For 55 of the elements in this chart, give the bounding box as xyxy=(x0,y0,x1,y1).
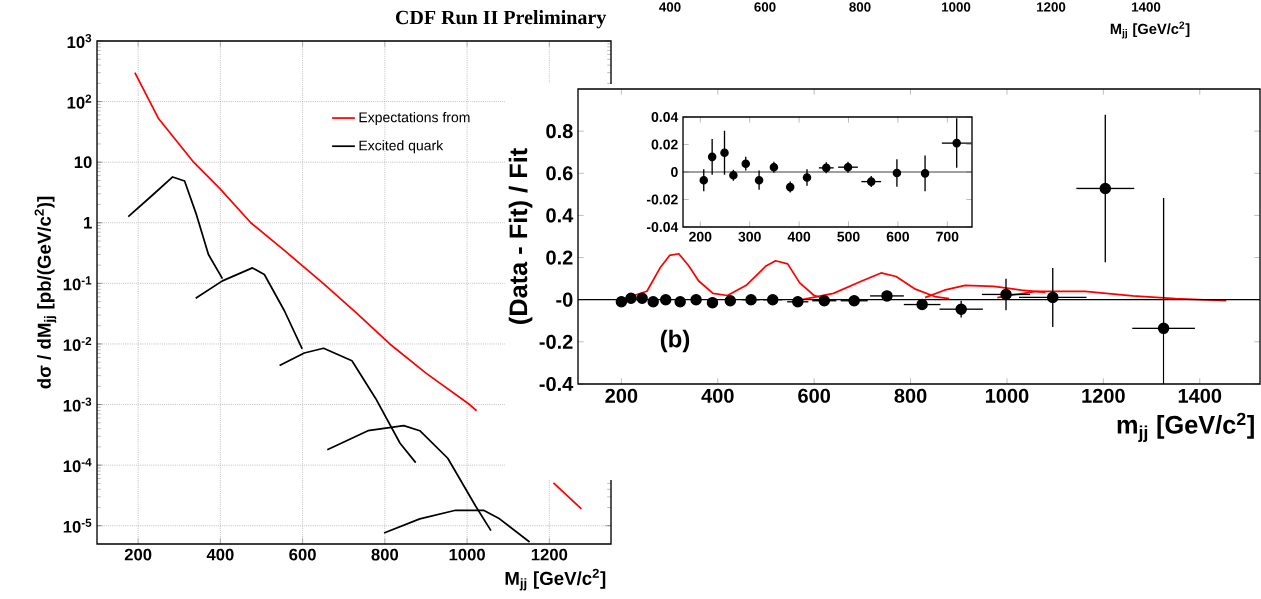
x-tick-label: 800 xyxy=(371,548,399,561)
y-tick-label: 10$^{-3}$ xyxy=(63,397,92,412)
y-tick-label: 10$^{2}$ xyxy=(67,94,92,109)
y-tick-label: -0.4 xyxy=(539,376,574,392)
y-tick-label: 0.8 xyxy=(546,124,573,139)
text: 800 xyxy=(849,2,871,12)
x-tick-label: 200 xyxy=(689,231,712,242)
x-tick-label: 800 xyxy=(894,388,927,403)
chart-title: CDF Run II Preliminary xyxy=(395,10,607,29)
text: 1400 xyxy=(1132,2,1161,12)
x-tick-label: 600 xyxy=(886,231,909,242)
annotation: (b) xyxy=(660,329,690,353)
y-axis-title: dσ / dM$_{jj}$ [pb/(GeV/c$^{2}$)] xyxy=(34,196,57,389)
y-tick-label: 10$^{-4}$ xyxy=(63,458,92,473)
y-tick-label: 10$^{-5}$ xyxy=(63,518,92,533)
text: 600 xyxy=(754,2,776,12)
x-tick-label: 1000 xyxy=(449,548,485,561)
x-tick-label: 600 xyxy=(289,548,316,561)
text: 1000 xyxy=(942,2,971,12)
y-tick-label: 10$^{-2}$ xyxy=(63,336,92,352)
y-tick-label: 10$^{3}$ xyxy=(67,33,92,49)
x-axis-title: m$_{jj}$ [GeV/c$^{2}$] xyxy=(1117,412,1254,443)
x-tick-label: 200 xyxy=(605,388,638,403)
x-tick-label: 1000 xyxy=(985,388,1029,403)
legend-label: Excited quark xyxy=(359,140,444,154)
x-tick-label: 700 xyxy=(936,231,959,242)
x-tick-label: 600 xyxy=(798,388,831,403)
y-tick-label: -0 xyxy=(556,292,573,307)
y-tick-label: 1 xyxy=(84,217,92,229)
y-tick-label: -0.02 xyxy=(646,194,678,205)
y-tick-label: -0.2 xyxy=(539,334,573,349)
x-tick-label: 300 xyxy=(738,231,761,242)
y-tick-label: 0.6 xyxy=(546,166,573,181)
y-tick-label: 0.04 xyxy=(651,112,679,122)
x-tick-label: 1200 xyxy=(531,548,568,561)
x-tick-label: 500 xyxy=(837,231,860,242)
x-axis-title: M$_{jj}$ [GeV/c$^{2}$] xyxy=(505,568,606,591)
x-tick-label: 400 xyxy=(787,231,811,242)
text: 400 xyxy=(659,2,681,12)
y-tick-label: 0.02 xyxy=(651,139,678,150)
y-tick-label: -0.04 xyxy=(646,222,679,232)
y-tick-label: 10$^{-1}$ xyxy=(63,276,92,291)
y-tick-label: 0.4 xyxy=(546,208,574,223)
text: 1200 xyxy=(1037,2,1066,12)
x-tick-label: 1400 xyxy=(1178,388,1222,403)
y-tick-label: 10 xyxy=(74,156,92,169)
y-tick-label: 0.2 xyxy=(546,250,573,265)
x-tick-label: 1200 xyxy=(1082,388,1125,403)
x-tick-label: 200 xyxy=(124,548,152,561)
y-axis-title: (Data - Fit) / Fit xyxy=(508,148,533,324)
legend-label: Expectations from xyxy=(359,111,470,126)
y-tick-label: 0 xyxy=(671,167,678,177)
text: M$_{jj}$ [GeV/c$^{2}$] xyxy=(1110,21,1190,39)
x-tick-label: 400 xyxy=(206,548,234,561)
x-tick-label: 400 xyxy=(701,388,734,403)
